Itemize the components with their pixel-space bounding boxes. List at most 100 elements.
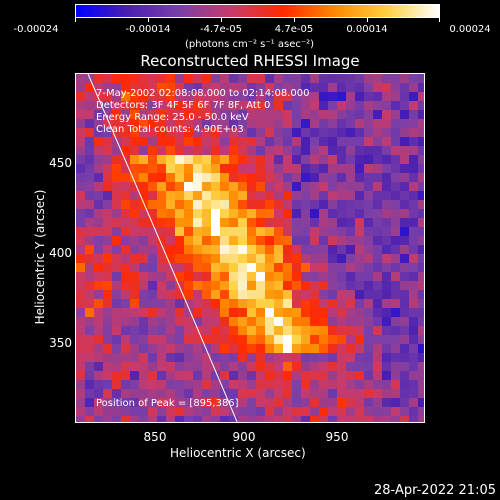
- image-pixel: [274, 137, 283, 146]
- image-pixel: [130, 146, 139, 155]
- image-pixel: [94, 110, 103, 119]
- image-pixel: [175, 155, 184, 164]
- image-pixel: [355, 371, 364, 380]
- image-pixel: [202, 362, 211, 371]
- image-pixel: [148, 146, 157, 155]
- image-pixel: [229, 263, 238, 272]
- image-pixel: [418, 146, 424, 155]
- image-pixel: [328, 218, 337, 227]
- image-pixel: [256, 380, 265, 389]
- image-pixel: [220, 74, 229, 83]
- image-pixel: [409, 83, 418, 92]
- colorbar-tick: [148, 18, 149, 22]
- image-pixel: [94, 371, 103, 380]
- image-pixel: [184, 371, 193, 380]
- image-pixel: [175, 173, 184, 182]
- image-pixel: [364, 407, 373, 416]
- image-pixel: [355, 191, 364, 200]
- image-pixel: [274, 182, 283, 191]
- image-pixel: [328, 101, 337, 110]
- image-pixel: [328, 254, 337, 263]
- image-pixel: [148, 416, 157, 422]
- image-pixel: [238, 407, 247, 416]
- image-pixel: [373, 110, 382, 119]
- image-pixel: [337, 254, 346, 263]
- image-pixel: [220, 398, 229, 407]
- image-pixel: [274, 371, 283, 380]
- image-pixel: [373, 299, 382, 308]
- image-pixel: [256, 200, 265, 209]
- image-pixel: [121, 272, 130, 281]
- image-pixel: [220, 101, 229, 110]
- image-pixel: [292, 110, 301, 119]
- image-pixel: [319, 416, 328, 422]
- image-pixel: [346, 119, 355, 128]
- image-pixel: [166, 173, 175, 182]
- image-pixel: [328, 119, 337, 128]
- image-pixel: [211, 92, 220, 101]
- image-pixel: [301, 344, 310, 353]
- image-pixel: [256, 110, 265, 119]
- image-pixel: [229, 254, 238, 263]
- image-pixel: [400, 101, 409, 110]
- image-pixel: [238, 299, 247, 308]
- image-pixel: [148, 182, 157, 191]
- image-pixel: [157, 389, 166, 398]
- image-pixel: [373, 101, 382, 110]
- image-pixel: [409, 317, 418, 326]
- image-pixel: [256, 263, 265, 272]
- image-pixel: [130, 173, 139, 182]
- image-pixel: [103, 326, 112, 335]
- image-pixel: [247, 254, 256, 263]
- image-pixel: [112, 272, 121, 281]
- image-pixel: [301, 380, 310, 389]
- image-pixel: [283, 299, 292, 308]
- image-pixel: [382, 209, 391, 218]
- image-pixel: [238, 371, 247, 380]
- image-pixel: [121, 92, 130, 101]
- image-pixel: [202, 254, 211, 263]
- image-pixel: [292, 353, 301, 362]
- image-pixel: [400, 335, 409, 344]
- image-pixel: [283, 344, 292, 353]
- image-pixel: [301, 299, 310, 308]
- image-pixel: [310, 344, 319, 353]
- image-pixel: [256, 173, 265, 182]
- image-pixel: [400, 326, 409, 335]
- image-pixel: [103, 173, 112, 182]
- image-pixel: [364, 389, 373, 398]
- image-pixel: [292, 200, 301, 209]
- image-pixel: [382, 317, 391, 326]
- image-pixel: [211, 281, 220, 290]
- image-pixel: [76, 245, 85, 254]
- image-pixel: [229, 119, 238, 128]
- image-pixel: [193, 227, 202, 236]
- image-pixel: [418, 128, 424, 137]
- image-pixel: [139, 245, 148, 254]
- image-pixel: [328, 281, 337, 290]
- image-pixel: [157, 380, 166, 389]
- image-pixel: [328, 353, 337, 362]
- image-pixel: [400, 137, 409, 146]
- image-pixel: [130, 245, 139, 254]
- image-pixel: [418, 344, 424, 353]
- image-pixel: [175, 209, 184, 218]
- image-pixel: [274, 281, 283, 290]
- image-pixel: [418, 182, 424, 191]
- image-pixel: [418, 245, 424, 254]
- image-pixel: [337, 137, 346, 146]
- image-pixel: [139, 173, 148, 182]
- image-pixel: [157, 164, 166, 173]
- image-pixel: [157, 92, 166, 101]
- image-pixel: [175, 272, 184, 281]
- image-pixel: [283, 173, 292, 182]
- image-pixel: [103, 299, 112, 308]
- image-pixel: [319, 326, 328, 335]
- image-pixel: [382, 353, 391, 362]
- image-pixel: [355, 335, 364, 344]
- image-pixel: [139, 389, 148, 398]
- image-pixel: [103, 164, 112, 173]
- y-tick-label: 350: [49, 336, 72, 350]
- image-pixel: [112, 227, 121, 236]
- image-pixel: [400, 92, 409, 101]
